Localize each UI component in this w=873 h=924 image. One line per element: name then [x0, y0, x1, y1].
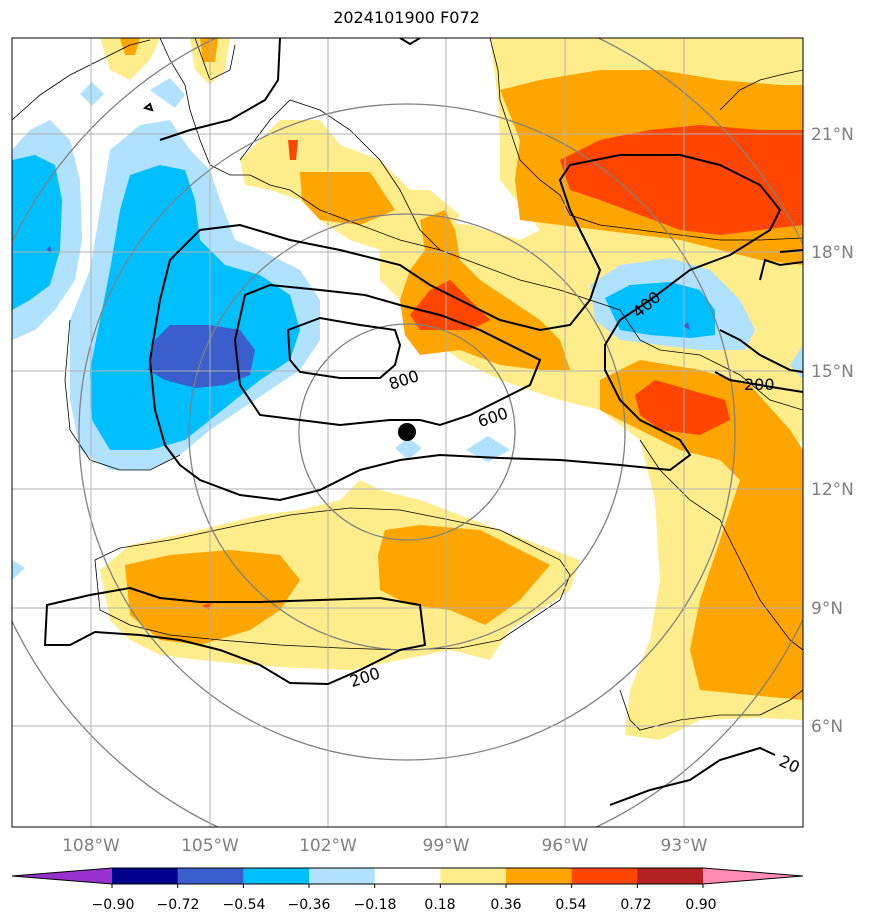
- lat-label-12n: 12°N: [811, 480, 854, 500]
- colorbar-tick-label: 0.54: [555, 897, 586, 913]
- negative-anomaly-light-edge: [12, 560, 25, 580]
- colorbar-tick-label: 0.72: [620, 897, 651, 913]
- negative-anomaly-mid-east: [605, 282, 715, 338]
- negative-anomaly-strong-dot-w: [46, 246, 52, 252]
- coastline-small-top: [194, 38, 236, 81]
- negative-anomaly-strong-central: [148, 325, 255, 388]
- coastline-se-box: [619, 689, 803, 731]
- colorbar-segment: [112, 868, 179, 884]
- negative-anomaly-light-dot: [80, 82, 104, 106]
- positive-anomaly-high-tiny-n: [288, 140, 298, 160]
- contour-400-west: [148, 154, 782, 502]
- coastlines: [12, 38, 803, 731]
- colorbar-segment: [571, 868, 638, 884]
- colorbar-tick-label: −0.90: [92, 897, 135, 913]
- positive-anomaly-mid-south-east: [378, 525, 550, 625]
- lat-label-18n: 18°N: [811, 243, 854, 263]
- range-ring-1: [298, 323, 516, 541]
- positive-anomaly-high-ne: [560, 125, 803, 235]
- coastline-yucatan: [719, 69, 803, 111]
- colorbar-tick-label: −0.54: [223, 897, 266, 913]
- colorbar-segment: [440, 868, 507, 884]
- lon-label-99w: 99°W: [423, 836, 470, 856]
- contour-20-se: [609, 746, 776, 806]
- lon-label-96w: 96°W: [542, 836, 589, 856]
- colorbar-tick-labels: −0.90 −0.72 −0.54 −0.36 −0.18 0.18 0.36 …: [92, 897, 717, 913]
- negative-anomaly-light-top: [150, 78, 185, 108]
- map-frame: [11, 37, 804, 828]
- colorbar-segment: [177, 868, 244, 884]
- colorbar-extend-high: [703, 868, 803, 884]
- positive-anomaly-high-central: [410, 280, 490, 330]
- colorbar-tick-label: 0.36: [490, 897, 521, 913]
- contour-600: [233, 283, 542, 427]
- lon-label-93w: 93°W: [661, 836, 708, 856]
- positive-anomaly-high-se: [635, 380, 730, 435]
- lon-label-105w: 105°W: [181, 836, 239, 856]
- positive-anomaly-light-top: [100, 38, 160, 80]
- contour-400-small: [142, 102, 154, 112]
- longitude-labels: 108°W 105°W 102°W 99°W 96°W 93°W: [62, 836, 708, 856]
- negative-anomaly-light-small2: [466, 436, 510, 462]
- contour-200-se: [714, 329, 803, 393]
- lat-label-15n: 15°N: [811, 362, 854, 382]
- lon-label-108w: 108°W: [62, 836, 120, 856]
- range-ring-3: [78, 103, 736, 761]
- coastline-interior: [239, 99, 441, 251]
- map-title: 2024101900 F072: [333, 8, 480, 27]
- colorbar-segment: [374, 868, 441, 884]
- colorbar-segment: [506, 868, 573, 884]
- contour-400-top: [159, 38, 281, 141]
- colorbar-extend-low: [12, 868, 112, 884]
- lon-label-102w: 102°W: [299, 836, 357, 856]
- contour-200-south: [43, 586, 427, 686]
- coastline-pacific-mexico: [12, 38, 803, 411]
- colorbar-segment: [309, 868, 376, 884]
- colorbar: [11, 867, 804, 888]
- negative-anomaly-mid-west: [12, 155, 62, 310]
- latitude-labels: 21°N 18°N 15°N 12°N 9°N 6°N: [811, 125, 854, 737]
- shaded-field: [12, 38, 803, 740]
- coastline-south-box: [94, 507, 571, 651]
- coastline-west-box: [64, 319, 181, 471]
- colorbar-tick-label: −0.72: [157, 897, 200, 913]
- contour-label-200-se: 200: [744, 375, 775, 394]
- colorbar-segment: [243, 868, 310, 884]
- negative-anomaly-mid-central: [90, 165, 300, 450]
- contour-800: [286, 316, 402, 379]
- lat-label-21n: 21°N: [811, 125, 854, 145]
- height-contours: [43, 38, 803, 806]
- positive-anomaly-mid-south-west: [125, 550, 300, 645]
- negative-anomaly-strong-dot-e: [683, 322, 690, 330]
- lat-label-9n: 9°N: [811, 599, 843, 619]
- lat-label-6n: 6°N: [811, 717, 843, 737]
- range-ring-2: [188, 213, 626, 651]
- colorbar-segment: [637, 868, 704, 884]
- colorbar-tick-label: −0.18: [354, 897, 397, 913]
- coastline-central-america: [639, 439, 803, 651]
- negative-anomaly-light-small1: [395, 438, 422, 460]
- colorbar-tick-label: 0.90: [685, 897, 716, 913]
- colorbar-tick-label: 0.18: [424, 897, 455, 913]
- colorbar-tick-label: −0.36: [288, 897, 331, 913]
- positive-anomaly-mid-top: [120, 38, 140, 55]
- storm-center-marker: [398, 423, 416, 441]
- range-rings: [12, 38, 803, 827]
- contour-400-top2: [399, 38, 421, 46]
- contour-200-ne: [759, 249, 803, 281]
- positive-anomaly-mid-se: [600, 360, 803, 700]
- graticule: [12, 38, 803, 827]
